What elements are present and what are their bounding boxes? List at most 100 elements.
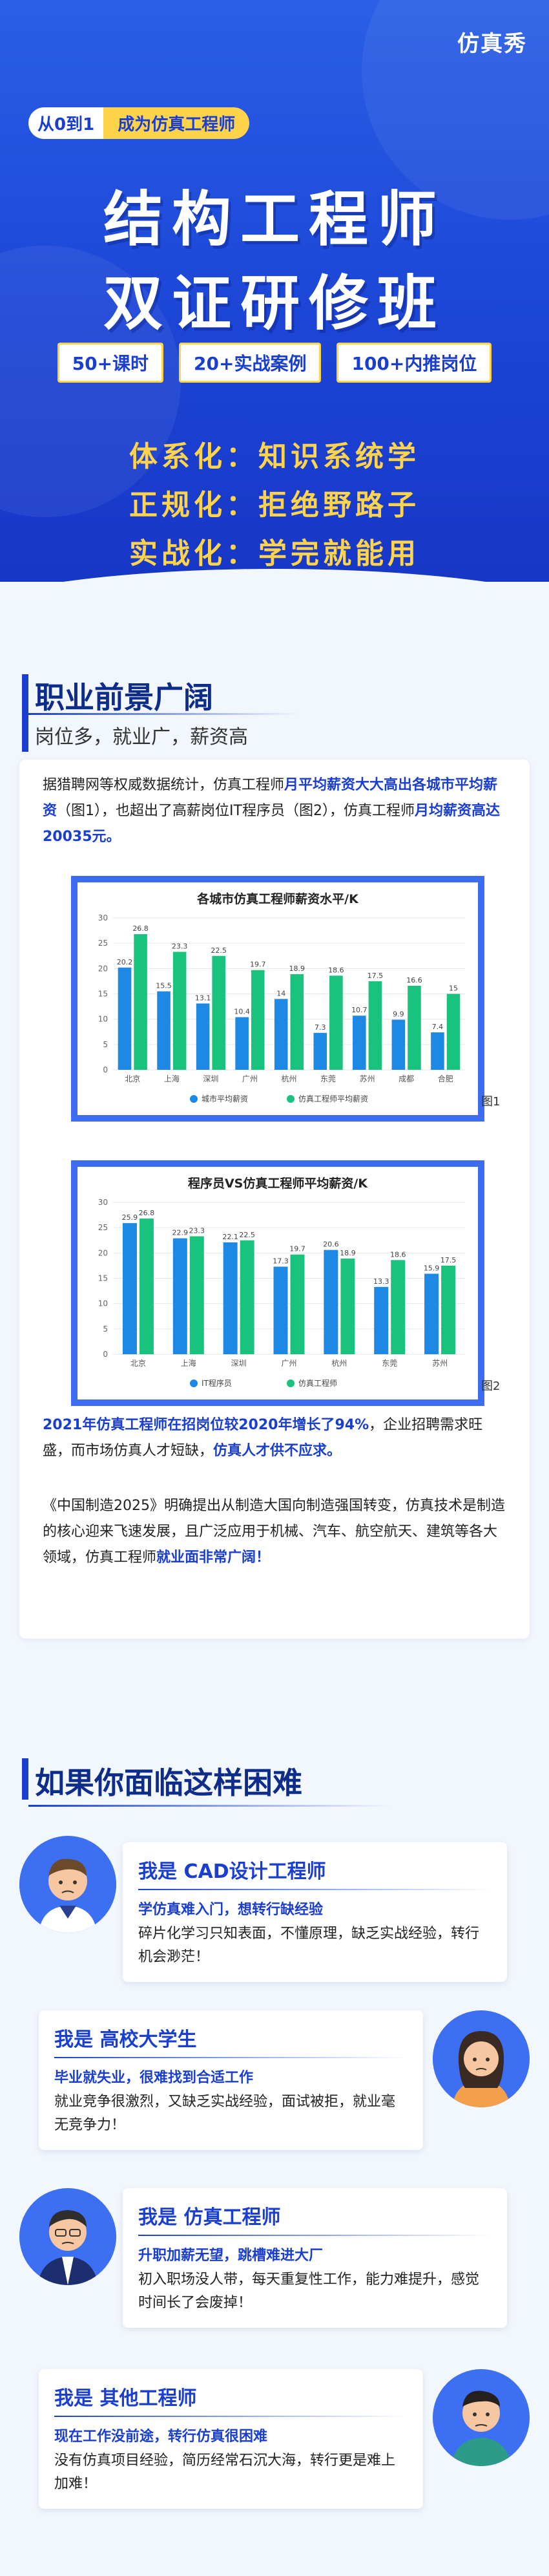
card-desc: 碎片化学习只知表面，不懂原理，缺乏实战经验，转行机会渺茫！ (138, 1926, 480, 1965)
legend-marker (287, 1095, 295, 1103)
bar (408, 985, 421, 1070)
data-label: 15 (449, 985, 458, 993)
data-label: 10.4 (234, 1008, 250, 1016)
y-tick-label: 10 (98, 1015, 108, 1024)
bar (134, 934, 147, 1070)
data-label: 17.5 (368, 972, 384, 980)
bar (139, 1219, 154, 1354)
data-label: 20.6 (323, 1240, 339, 1249)
x-tick-label: 合肥 (438, 1074, 453, 1083)
bar (353, 1016, 366, 1070)
card-pain: 毕业就失业，很难找到合适工作 (54, 2070, 254, 2086)
card-divider (138, 1889, 492, 1890)
data-label: 15.5 (156, 982, 171, 990)
difficulty-card-2: 我是 高校大学生 毕业就失业，很难找到合适工作 就业竞争很激烈，又缺乏实战经验，… (39, 2010, 423, 2150)
y-tick-label: 20 (98, 964, 108, 973)
person-icon (433, 2369, 530, 2466)
data-label: 17.3 (273, 1257, 289, 1265)
bar (157, 991, 171, 1070)
data-label: 22.5 (211, 946, 227, 955)
difficulty-card-3: 我是 仿真工程师 升职加薪无望，跳槽难进大厂 初入职场没人带，每天重复性工作，能… (123, 2188, 507, 2328)
role-prefix: 我是 (138, 2206, 184, 2229)
hero-tags: 50+课时 20+实战案例 100+内推岗位 (0, 343, 549, 383)
person-icon (19, 1836, 116, 1933)
bar (235, 1017, 249, 1070)
x-tick-label: 杭州 (331, 1358, 347, 1368)
hero-tag: 100+内推岗位 (337, 343, 492, 383)
hero-title-line2: 双证研修班 (103, 269, 446, 338)
role-name: CAD设计工程师 (183, 1860, 326, 1883)
avatar-cad-engineer (19, 1836, 116, 1933)
x-tick-label: 东莞 (320, 1074, 336, 1083)
data-label: 10.7 (351, 1006, 368, 1014)
bar (212, 955, 225, 1070)
x-tick-label: 上海 (164, 1074, 180, 1083)
data-label: 23.3 (172, 942, 188, 950)
x-tick-label: 苏州 (432, 1359, 448, 1368)
highlight-text: 月平均薪资大大高出各城市平均薪资 (43, 777, 498, 819)
card-role: 我是 高校大学生 (39, 2010, 423, 2057)
career-paragraph-1: 据猎聘网等权威数据统计，仿真工程师月平均薪资大大高出各城市平均薪资（图1），也超… (43, 772, 508, 850)
x-tick-label: 上海 (181, 1358, 196, 1368)
bar (340, 1258, 355, 1354)
legend-marker (190, 1379, 198, 1387)
bar (196, 1003, 210, 1070)
data-label: 9.9 (393, 1010, 404, 1018)
section-title: 职业前景广阔 (35, 680, 213, 715)
difficulty-card-4: 我是 其他工程师 现在工作没前途，转行仿真很困难 没有仿真项目经验，简历经常石沉… (39, 2369, 423, 2509)
hero-slogan: 正规化：拒绝野路子 (129, 489, 420, 522)
data-label: 26.8 (139, 1209, 155, 1217)
bar (324, 1250, 338, 1354)
card-divider (138, 2235, 492, 2236)
hero-slogan: 体系化：知识系统学 (129, 440, 420, 473)
card-divider (54, 2057, 408, 2058)
x-tick-label: 深圳 (203, 1074, 218, 1083)
legend-label: IT程序员 (202, 1378, 232, 1388)
bar (118, 967, 132, 1070)
data-label: 13.3 (373, 1277, 389, 1286)
card-pain: 升职加薪无望，跳槽难进大厂 (138, 2248, 324, 2264)
bar (290, 1254, 305, 1354)
x-tick-label: 广州 (281, 1359, 296, 1368)
data-label: 14 (276, 989, 285, 997)
x-tick-label: 北京 (130, 1359, 146, 1368)
section-underline (28, 713, 300, 715)
hero-banner: 仿真秀 从0到1 成为仿真工程师 结构工程师 双证研修班 50+课时 20+实战… (0, 0, 549, 582)
bar (172, 1238, 187, 1354)
card-pain: 学仿真难入门，想转行缺经验 (138, 1902, 324, 1918)
legend-label: 仿真工程师 (298, 1378, 337, 1388)
hero-pill-left: 从0到1 (28, 107, 104, 139)
career-paragraph-2: 2021年仿真工程师在招岗位较2020年增长了94%，企业招聘需求旺盛，而市场仿… (43, 1412, 508, 1464)
y-tick-label: 5 (103, 1325, 108, 1334)
text-span: （图1），也超出了高薪岗位IT程序员（图2），仿真工程师 (57, 803, 415, 819)
bar (391, 1260, 406, 1354)
legend-label: 城市平均薪资 (202, 1094, 248, 1103)
section-bar (22, 1758, 28, 1800)
y-tick-label: 30 (98, 1198, 108, 1207)
bar (424, 1273, 439, 1354)
data-label: 26.8 (132, 924, 149, 933)
bar (172, 952, 187, 1070)
card-desc: 没有仿真项目经验，简历经常石沉大海，转行更是难上加难！ (54, 2453, 396, 2492)
data-label: 7.3 (315, 1023, 326, 1032)
data-label: 22.9 (172, 1229, 189, 1237)
bar (223, 1242, 238, 1354)
bar (329, 975, 343, 1070)
figure-label: 图2 (481, 1379, 501, 1393)
difficulty-card-1: 我是 CAD设计工程师 学仿真难入门，想转行缺经验 碎片化学习只知表面，不懂原理… (123, 1842, 507, 1982)
avatar-simulation-engineer (19, 2188, 116, 2285)
data-label: 22.5 (239, 1231, 255, 1239)
card-role: 我是 其他工程师 (39, 2369, 423, 2416)
x-tick-label: 东莞 (382, 1359, 397, 1368)
highlight-text: 2021年仿真工程师在招岗位较2020年增长了94% (43, 1417, 369, 1433)
bar (391, 1019, 406, 1070)
role-prefix: 我是 (54, 2028, 100, 2051)
chart-1: 各城市仿真工程师薪资水平/K 0 5 10 15 20 25 30 20.2 26.8 北京 15.5… (71, 876, 484, 1122)
person-icon (19, 2188, 116, 2285)
section-bar (22, 674, 28, 752)
legend-marker (190, 1095, 198, 1103)
y-tick-label: 25 (98, 939, 108, 948)
text-span: ，企业招聘需求旺盛，而市场仿真人才短缺， (43, 1417, 483, 1459)
data-label: 22.1 (222, 1233, 238, 1241)
